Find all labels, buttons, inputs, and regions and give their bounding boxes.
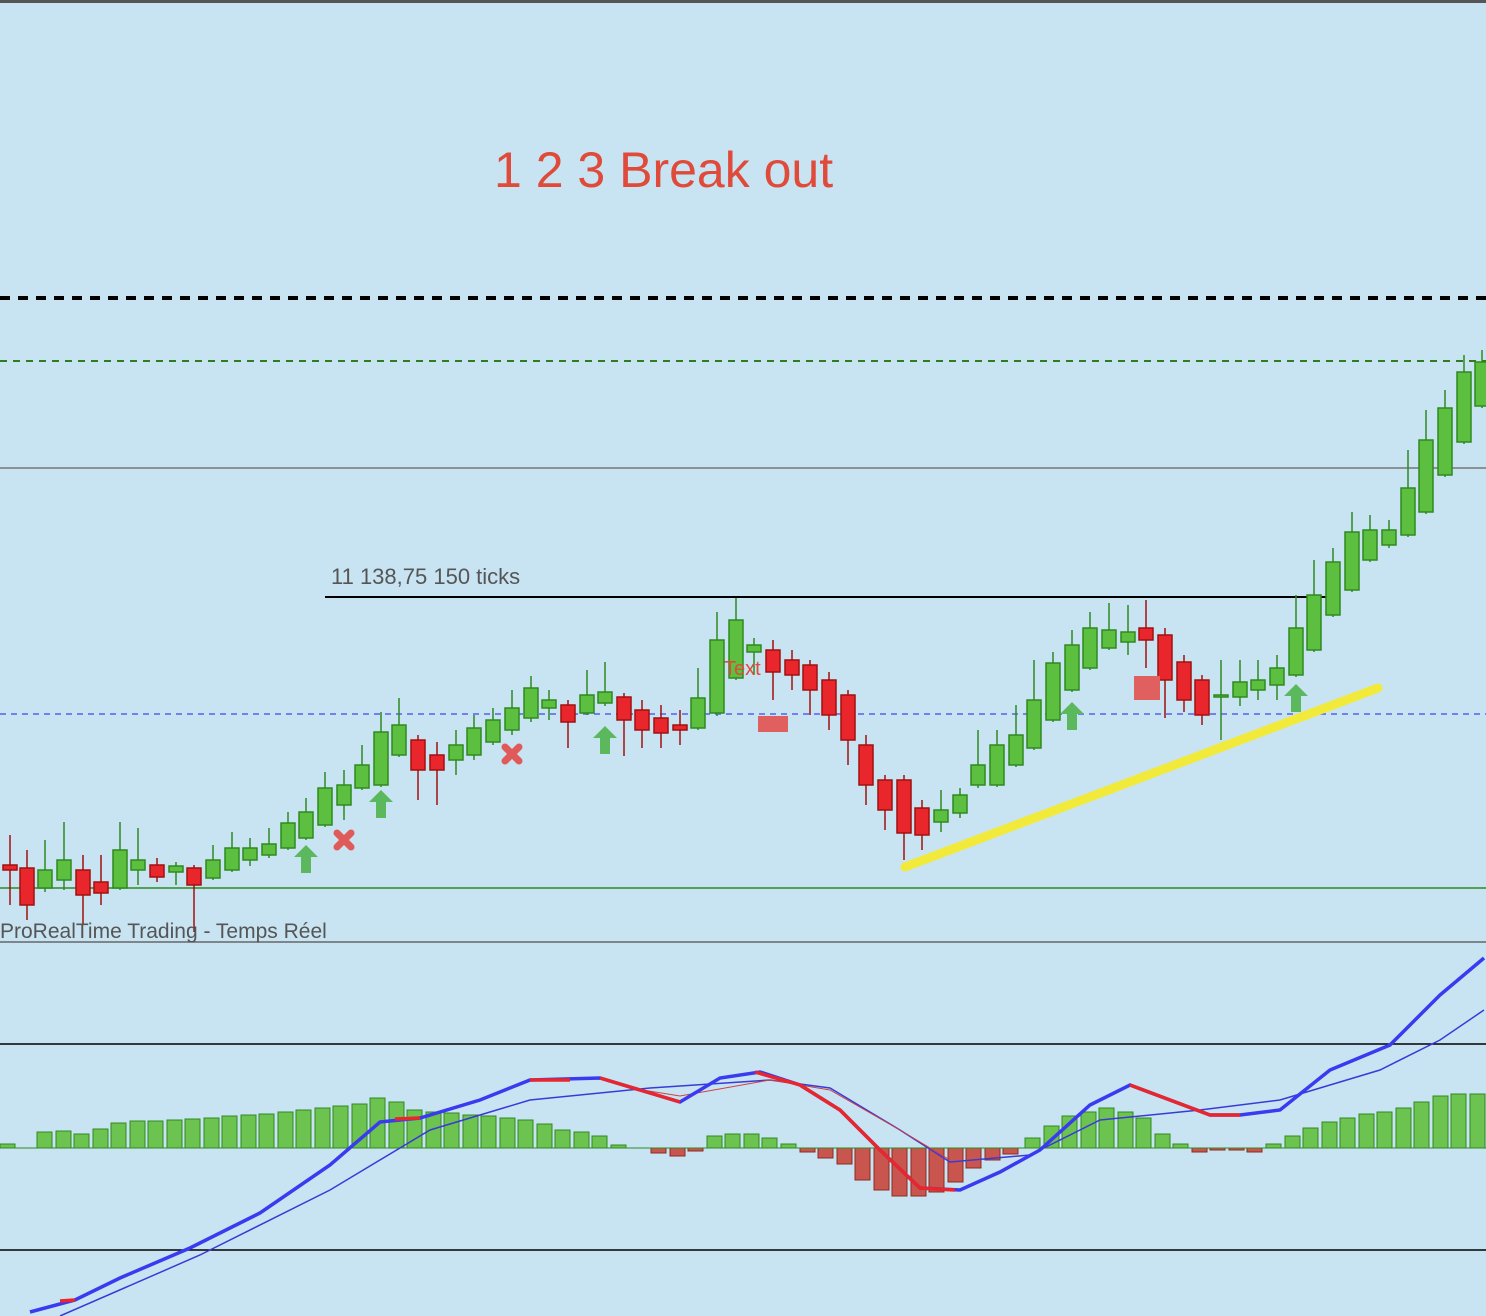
- source-label: ProRealTime Trading - Temps Réel: [0, 920, 327, 943]
- horizontal-levels: [0, 296, 1486, 1251]
- macd-line-red: [59, 1070, 1240, 1303]
- macd-histogram: [0, 1093, 1486, 1197]
- level-label: 11 138,75 150 ticks: [331, 564, 520, 589]
- marker-text: Text: [724, 658, 761, 680]
- buy-arrows: [294, 684, 1308, 873]
- top-border: [0, 0, 1486, 3]
- stop-marker: [758, 716, 788, 732]
- trend-line: [900, 683, 1383, 872]
- candles: [2, 350, 1486, 932]
- chart-title: 1 2 3 Break out: [494, 142, 833, 198]
- sell-crosses: [333, 743, 523, 851]
- stop-marker: [1134, 676, 1160, 700]
